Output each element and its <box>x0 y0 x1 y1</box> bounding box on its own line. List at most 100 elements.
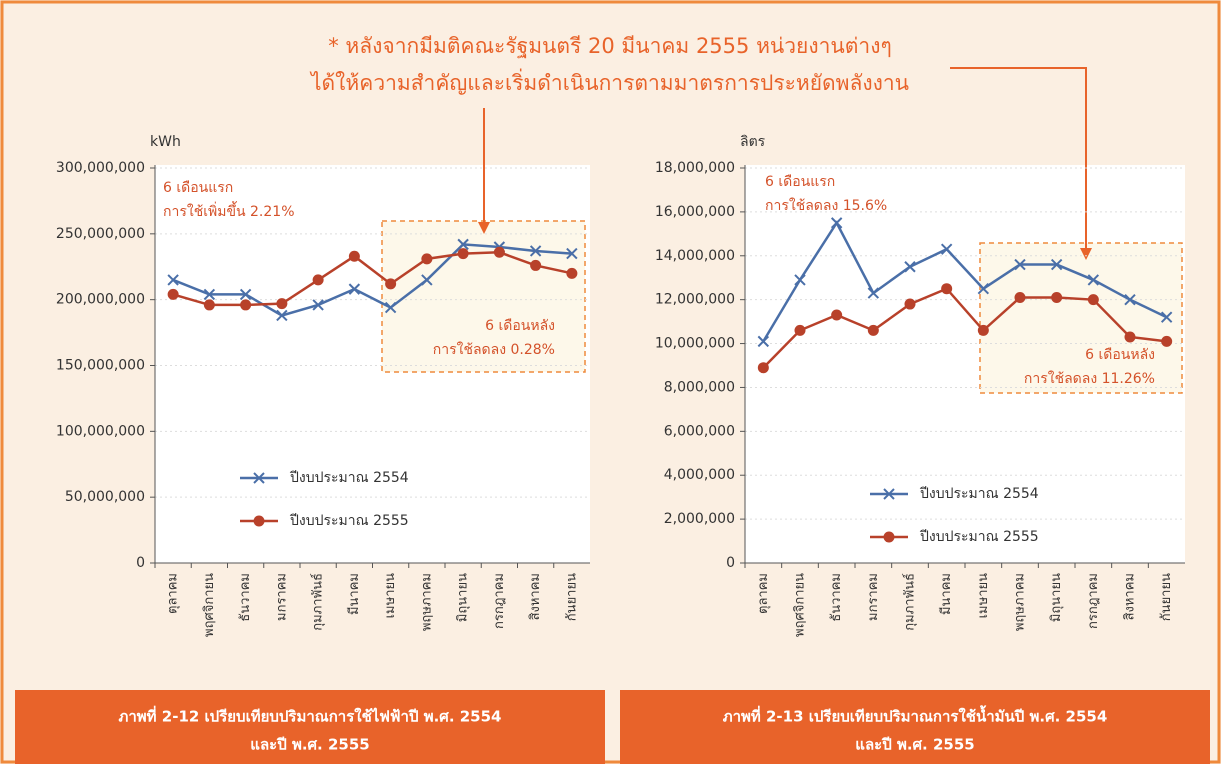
y-tick-label: 250,000,000 <box>56 226 145 242</box>
x-tick-label: เมษายน <box>383 573 398 618</box>
marker <box>203 288 216 301</box>
x-tick-label: มกราคม <box>866 573 881 621</box>
marker <box>941 283 953 295</box>
marker <box>1051 291 1063 303</box>
marker <box>457 238 469 251</box>
marker <box>757 362 769 374</box>
legend-label: ปีงบประมาณ 2555 <box>920 529 1039 545</box>
marker <box>385 278 397 290</box>
x-tick-label: เมษายน <box>976 573 991 618</box>
x-tick-label: ธันวาคม <box>238 573 253 622</box>
y-tick-label: 4,000,000 <box>664 467 735 483</box>
marker <box>794 324 806 336</box>
y-tick-label: 18,000,000 <box>655 160 735 176</box>
y-tick-label: 150,000,000 <box>56 358 145 374</box>
x-tick-label: ตุลาคม <box>166 573 181 614</box>
annotation: 6 เดือนหลัง <box>1085 347 1155 363</box>
marker <box>1014 291 1026 303</box>
y-tick-label: 6,000,000 <box>664 423 735 439</box>
x-tick-label: มีนาคม <box>346 573 362 615</box>
annotation: การใช้ลดลง 0.28% <box>433 341 555 358</box>
x-tick-label: มิถุนายน <box>456 573 471 622</box>
marker <box>940 243 953 255</box>
x-tick-label: ธันวาคม <box>829 573 844 622</box>
marker <box>904 298 916 310</box>
marker <box>757 335 770 348</box>
marker <box>421 274 433 286</box>
x-tick-label: กรกฎาคม <box>1086 573 1101 629</box>
marker <box>253 515 265 527</box>
marker <box>276 298 288 310</box>
marker <box>167 274 179 286</box>
x-tick-label: พฤศจิกายน <box>793 573 808 637</box>
marker <box>530 259 542 271</box>
annotation: การใช้ลดลง 15.6% <box>765 197 887 214</box>
annotation: การใช้ลดลง 11.26% <box>1024 370 1155 387</box>
caption-box <box>620 690 1210 764</box>
y-tick-label: 50,000,000 <box>65 489 145 505</box>
marker <box>167 288 179 300</box>
x-tick-label: กุมภาพันธ์ <box>310 573 326 631</box>
marker <box>312 299 324 311</box>
marker <box>1124 293 1136 306</box>
y-tick-label: 300,000,000 <box>56 160 145 176</box>
arrow-head <box>1080 248 1092 260</box>
y-tick-label: 200,000,000 <box>56 292 145 308</box>
annotation: การใช้เพิ่มขึ้น 2.21% <box>163 201 295 220</box>
x-tick-label: สิงหาคม <box>1123 573 1138 620</box>
marker <box>566 267 578 279</box>
highlight-box <box>979 242 1183 394</box>
marker <box>312 274 324 286</box>
annotation: 6 เดือนหลัง <box>485 318 555 334</box>
x-tick-label: มกราคม <box>274 573 289 621</box>
annotation: 6 เดือนแรก <box>163 180 233 196</box>
x-tick-label: มีนาคม <box>938 573 954 615</box>
x-tick-label: กุมภาพันธ์ <box>902 573 918 631</box>
x-tick-label: มิถุนายน <box>1049 573 1064 622</box>
series-line <box>762 220 1168 343</box>
marker <box>566 247 578 260</box>
series-line <box>172 243 572 317</box>
marker <box>384 301 397 314</box>
x-tick-label: กรกฎาคม <box>492 573 507 629</box>
series-line <box>762 287 1167 369</box>
marker <box>867 287 880 299</box>
x-tick-label: พฤษภาคม <box>419 573 434 631</box>
marker <box>253 472 265 484</box>
marker <box>421 253 433 265</box>
caption: และปี พ.ศ. 2555 <box>250 736 369 754</box>
note: ได้ให้ความสำคัญและเริ่มดำเนินการตามมาตรก… <box>309 68 909 95</box>
caption: และปี พ.ศ. 2555 <box>855 736 974 754</box>
marker <box>529 245 542 257</box>
marker <box>276 309 288 322</box>
legend-label: ปีงบประมาณ 2554 <box>920 486 1039 502</box>
marker <box>203 299 215 311</box>
y-axis-label: kWh <box>150 134 181 150</box>
x-tick-label: กันยายน <box>1159 573 1174 621</box>
annotation: 6 เดือนแรก <box>765 174 835 190</box>
marker <box>831 309 843 321</box>
series-line <box>172 251 573 307</box>
marker <box>794 274 806 286</box>
x-tick-label: พฤษภาคม <box>1013 573 1028 631</box>
marker <box>1087 294 1099 306</box>
arrow-head <box>478 222 490 234</box>
marker <box>883 531 895 543</box>
marker <box>883 488 895 500</box>
marker <box>867 324 879 336</box>
marker <box>348 283 361 295</box>
marker <box>830 217 843 229</box>
note: * หลังจากมีมติคณะรัฐมนตรี 20 มีนาคม 2555… <box>328 34 891 58</box>
y-tick-label: 14,000,000 <box>655 248 735 264</box>
x-tick-label: สิงหาคม <box>528 573 543 620</box>
y-tick-label: 2,000,000 <box>664 511 735 527</box>
marker <box>1161 335 1173 347</box>
marker <box>493 246 505 258</box>
x-tick-label: พฤศจิกายน <box>202 573 217 637</box>
marker <box>1124 331 1136 343</box>
marker <box>240 299 252 311</box>
marker <box>904 261 916 273</box>
marker <box>977 282 990 295</box>
marker <box>348 250 360 262</box>
